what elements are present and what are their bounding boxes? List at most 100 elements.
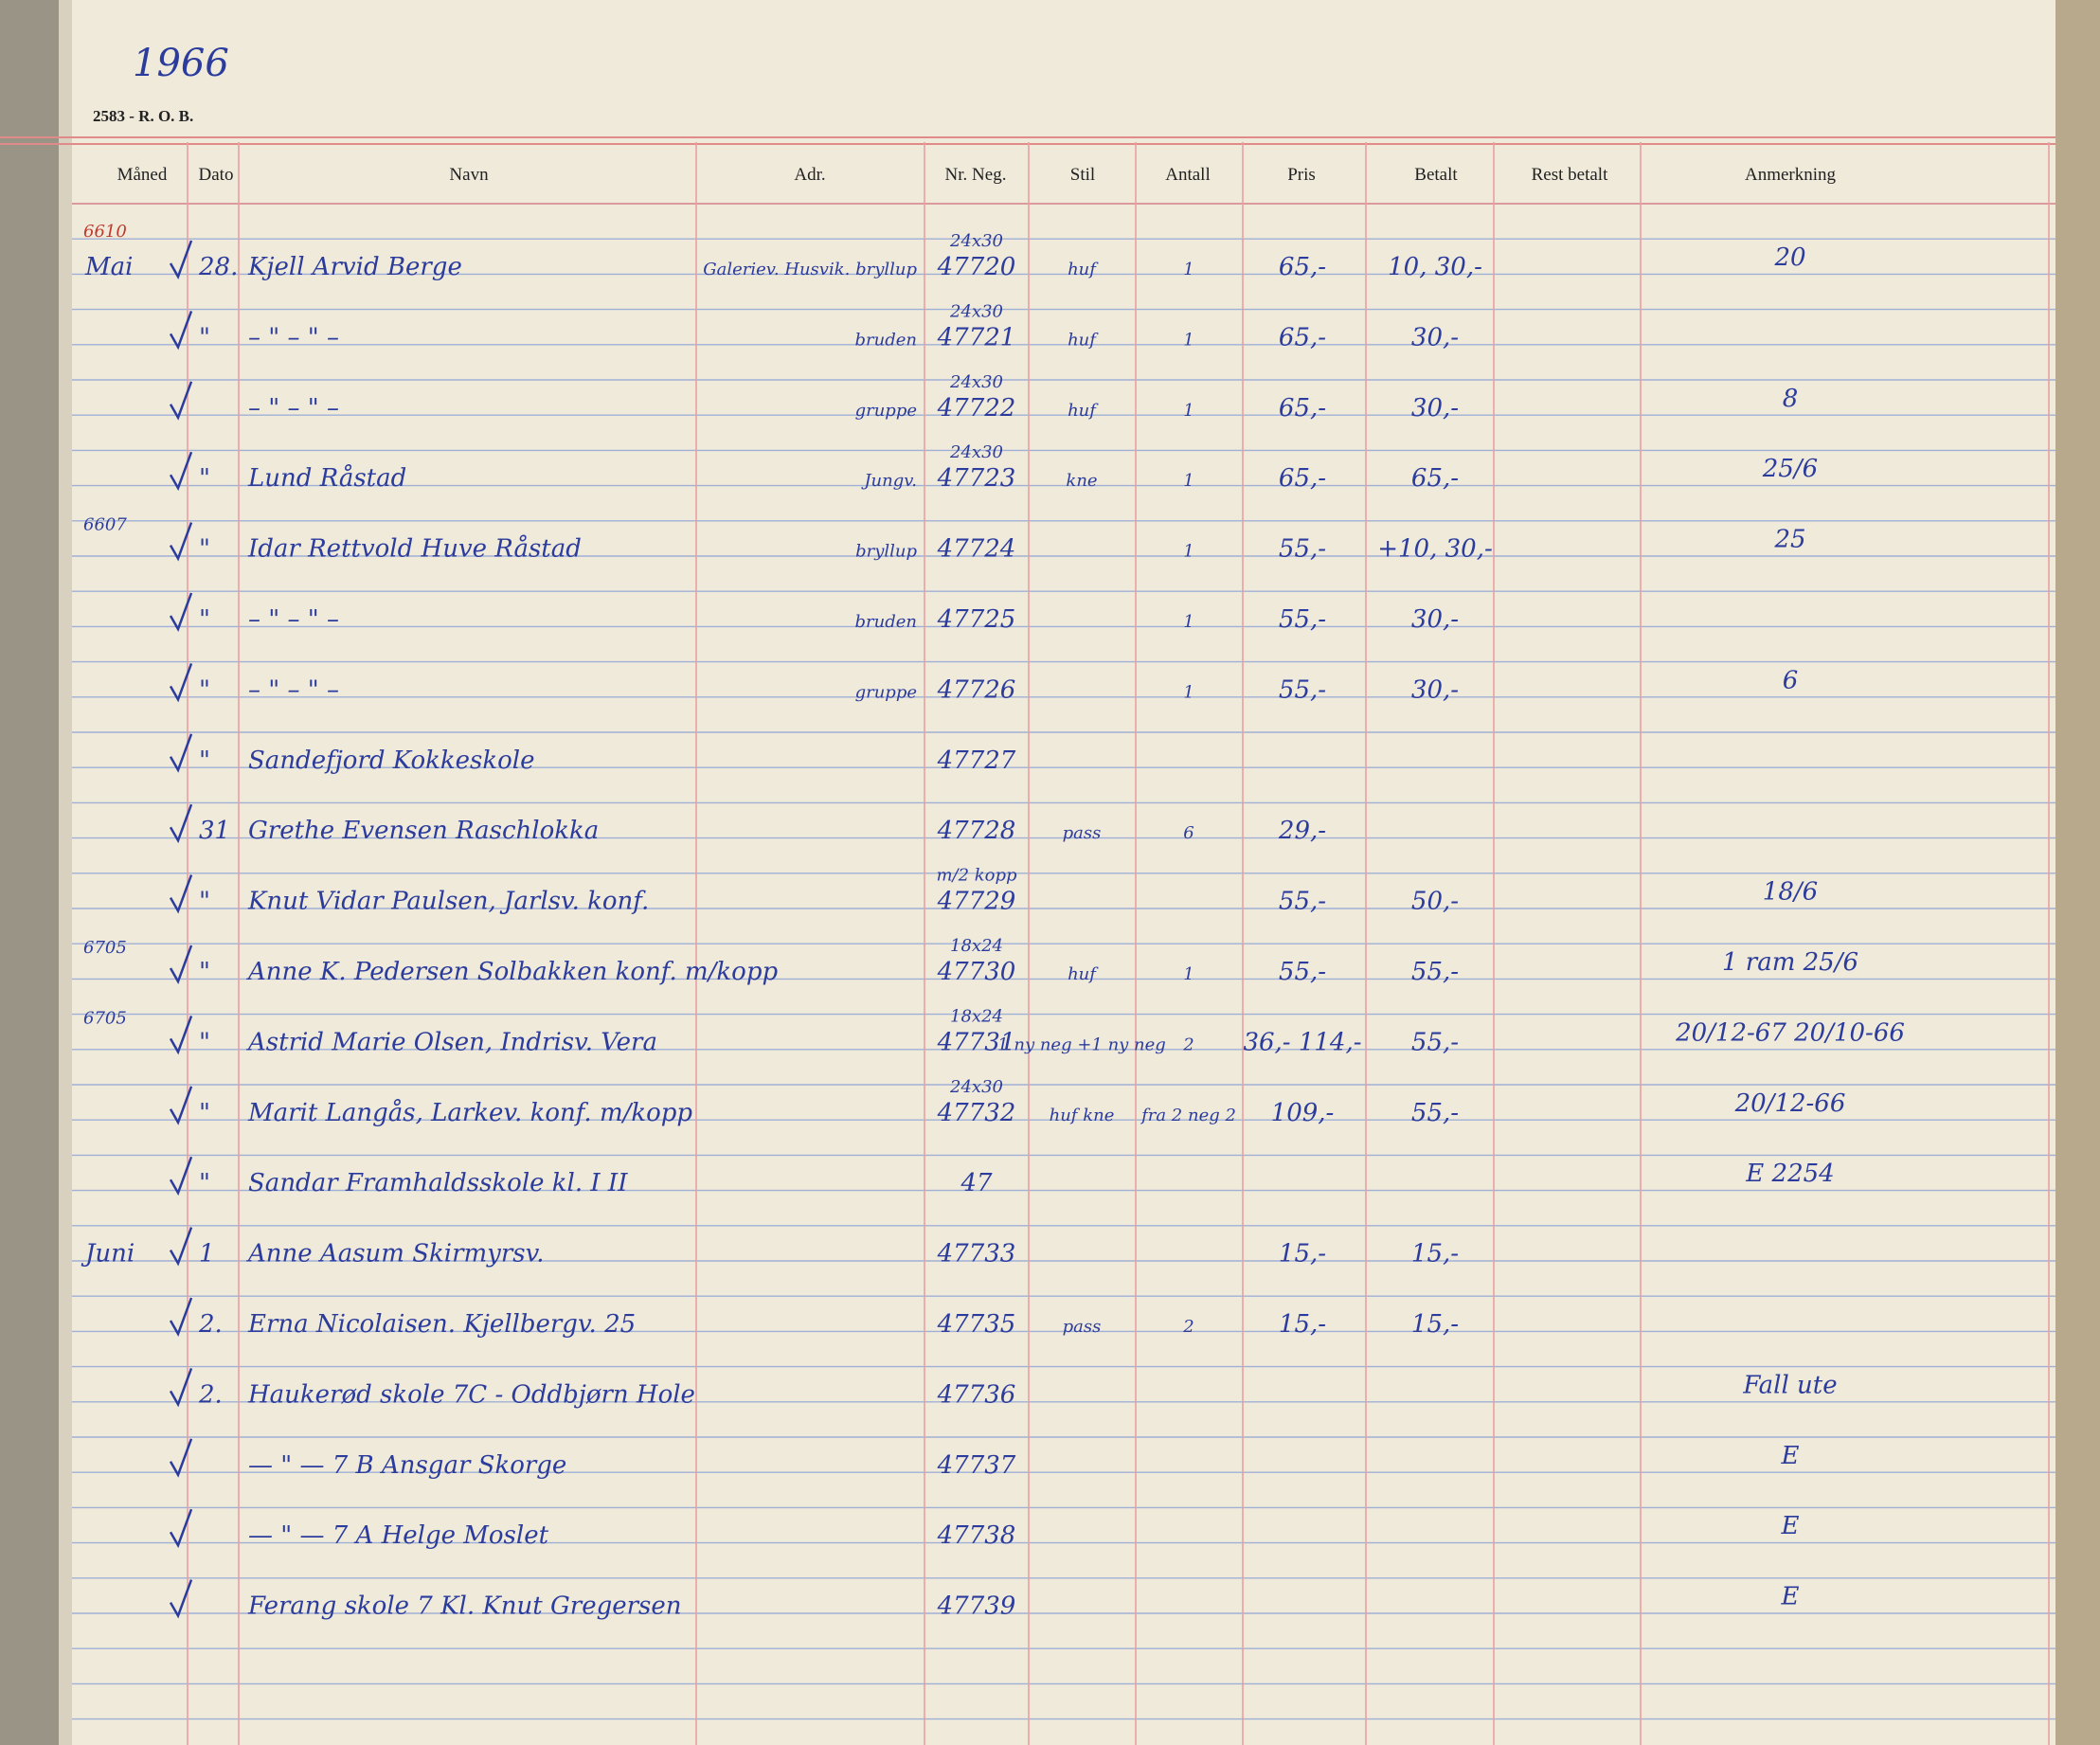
entry-neg: 47735 [937, 1310, 1016, 1339]
entry-name: Anne Aasum Skirmyrsv. [246, 1240, 545, 1268]
column-header: Nr. Neg. [945, 165, 1007, 185]
check-mark [169, 874, 193, 914]
entry-margin: 6607 [83, 515, 127, 535]
entry-name: – " – " – [248, 605, 339, 634]
check-mark [169, 522, 193, 562]
entry-neg: 47739 [937, 1592, 1016, 1621]
entry-neg: 47732 [937, 1099, 1016, 1127]
entry-size: 18x24 [950, 1006, 1003, 1026]
column-header: Adr. [794, 165, 825, 185]
entry-style: pass [1063, 1317, 1102, 1337]
entry-name: Erna Nicolaisen. Kjellbergv. 25 [247, 1310, 636, 1339]
entry-price: 55,- [1279, 675, 1326, 704]
column-header: Dato [199, 165, 234, 185]
entry-style: huf [1068, 260, 1099, 279]
entry-paid: 30,- [1411, 323, 1459, 351]
entry-neg: 47720 [937, 253, 1016, 281]
entry-paid: 30,- [1411, 605, 1459, 634]
entry-price: 65,- [1279, 464, 1326, 493]
entry-margin: 6610 [83, 222, 127, 242]
entry-paid: 55,- [1411, 1028, 1459, 1056]
entry-margin: 6705 [83, 1008, 127, 1028]
entry-neg: 47728 [937, 817, 1016, 845]
check-mark [169, 592, 193, 632]
form-code: 2583 - R. O. B. [93, 107, 193, 125]
column-header: Måned [117, 165, 168, 185]
entry-note: Fall ute [1742, 1371, 1837, 1399]
column-header: Pris [1287, 165, 1316, 185]
entry-date: " [199, 323, 210, 351]
entry-note: 25 [1773, 526, 1805, 554]
entry-size: 24x30 [949, 231, 1003, 251]
entry-neg: 47733 [937, 1240, 1016, 1268]
check-mark [169, 1156, 193, 1196]
entry-name: Knut Vidar Paulsen, Jarlsv. konf. [247, 888, 649, 916]
entry-price: 55,- [1279, 958, 1326, 986]
entry-size: 24x30 [949, 442, 1003, 462]
year: 1966 [133, 42, 229, 85]
entry-name: Idar Rettvold Huve Råstad [247, 534, 582, 564]
entry-date: " [199, 958, 210, 986]
entry-name: Astrid Marie Olsen, Indrisv. Vera [246, 1028, 657, 1056]
entry-date: 2. [198, 1380, 223, 1409]
entry-neg: 47726 [937, 675, 1016, 704]
entry-count: 1 [1183, 330, 1194, 350]
entry-date: " [199, 1028, 210, 1056]
entry-price: 55,- [1279, 605, 1326, 634]
entry-price: 15,- [1279, 1240, 1326, 1268]
check-mark [169, 803, 193, 844]
entry-date: 2. [198, 1310, 223, 1339]
entry-count: fra 2 neg 2 [1140, 1106, 1236, 1125]
entry-date: " [199, 747, 210, 775]
entry-address: Galeriev. Husvik. bryllup [703, 260, 917, 279]
entry-neg: 47725 [937, 605, 1016, 634]
entry-name: – " – " – [248, 323, 339, 351]
entry-date: " [199, 464, 210, 493]
check-mark [169, 240, 193, 279]
entry-name: – " – " – [248, 394, 339, 423]
column-header: Stil [1070, 165, 1095, 185]
entry-neg: 47729 [937, 888, 1016, 916]
entry-count: 1 [1183, 401, 1194, 421]
entry-count: 1 [1183, 471, 1194, 491]
entry-date: " [199, 1169, 210, 1197]
entry-paid: 50,- [1411, 888, 1459, 916]
entry-note: E [1781, 1583, 1800, 1611]
check-mark [169, 381, 193, 421]
entry-note: E [1781, 1512, 1800, 1540]
entry-name: – " – " – [248, 675, 339, 704]
entry-address: bruden [855, 612, 918, 632]
entry-neg: 47737 [937, 1451, 1016, 1480]
entry-address: bryllup [855, 542, 917, 562]
column-header: Betalt [1414, 165, 1458, 185]
entry-size: 24x30 [949, 301, 1003, 321]
entry-name: — " — 7 A Helge Moslet [248, 1521, 549, 1550]
entry-count: 1 [1183, 260, 1194, 279]
check-mark [169, 1297, 193, 1337]
entry-style: kne [1066, 471, 1097, 491]
entry-name: — " — 7 B Ansgar Skorge [248, 1451, 566, 1480]
entry-address: bruden [855, 330, 918, 350]
entry-name: Sandefjord Kokkeskole [248, 747, 535, 775]
entry-count: 6 [1183, 823, 1194, 843]
check-mark [169, 1508, 193, 1549]
entry-paid: 10, 30,- [1388, 253, 1482, 281]
entry-size: 24x30 [949, 1077, 1003, 1097]
entry-paid: 15,- [1411, 1240, 1459, 1268]
check-mark [169, 1579, 193, 1619]
entry-paid: 55,- [1411, 958, 1459, 986]
entry-style: huf [1068, 964, 1099, 984]
entry-paid: 30,- [1411, 675, 1459, 704]
entry-count: 1 [1183, 682, 1194, 702]
entry-price: 36,- 114,- [1243, 1028, 1361, 1056]
entry-note: 20 [1773, 243, 1805, 272]
entry-paid: 55,- [1411, 1099, 1459, 1127]
entry-price: 65,- [1279, 323, 1326, 351]
entry-name: Ferang skole 7 Kl. Knut Gregersen [247, 1592, 682, 1621]
entry-note: 1 ram 25/6 [1722, 948, 1858, 977]
entry-neg: 47738 [937, 1521, 1016, 1550]
entry-neg: 47731 [937, 1028, 1016, 1056]
entry-address: gruppe [855, 682, 917, 702]
